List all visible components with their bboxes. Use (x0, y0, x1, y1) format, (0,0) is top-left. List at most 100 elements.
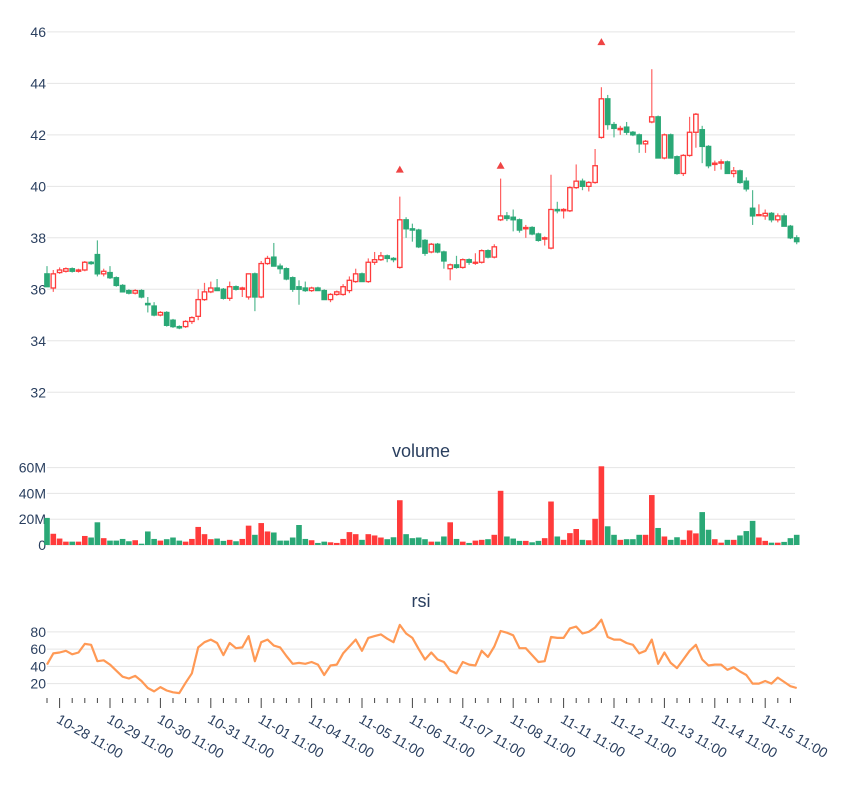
candle-decreasing (466, 258, 472, 265)
candle-body (548, 208, 554, 249)
candle-body (705, 145, 712, 167)
volume-bar (460, 541, 466, 545)
candle-body (415, 229, 422, 248)
candle-body (522, 226, 529, 230)
volume-bar (384, 539, 390, 545)
candle-body (611, 123, 617, 130)
volume-bar (233, 541, 239, 545)
candle-decreasing (737, 169, 743, 184)
rsi-tick-label: 20 (30, 676, 46, 692)
candle-decreasing (170, 318, 176, 328)
candle-body (592, 165, 598, 184)
volume-bar (510, 538, 516, 545)
volume-bar (567, 533, 573, 545)
candle-body (195, 298, 202, 317)
volume-bar (680, 539, 687, 545)
candle-body (724, 161, 731, 175)
candle-body (466, 259, 472, 263)
candle-body (598, 98, 605, 139)
candle-body (239, 287, 246, 290)
candle-body (648, 116, 655, 123)
candle-body (630, 131, 636, 136)
volume-bar (302, 538, 309, 545)
volume-bar (119, 538, 126, 545)
volume-bar (264, 531, 271, 545)
candle-decreasing (384, 254, 391, 263)
candle-body (308, 287, 315, 292)
volume-bar (82, 535, 88, 545)
candle-decreasing (144, 297, 151, 313)
volume-bar (491, 534, 498, 545)
candle-decreasing (107, 266, 113, 279)
candle-increasing (693, 112, 699, 148)
candle-body (75, 269, 82, 272)
candle-body (787, 225, 794, 239)
candle-body (346, 279, 353, 292)
candle-body (623, 126, 630, 133)
candle-body (504, 215, 510, 220)
volume-bar (258, 523, 264, 545)
volume-bar (655, 527, 661, 545)
candle-increasing (378, 251, 384, 261)
candle-decreasing (630, 130, 636, 137)
candle-body (680, 154, 687, 175)
candle-body (434, 243, 441, 253)
candle-decreasing (535, 232, 542, 242)
candle-decreasing (749, 190, 756, 225)
volume-bar (529, 542, 535, 545)
candle-decreasing (119, 284, 126, 293)
volume-bar (793, 534, 800, 545)
candle-body (157, 311, 164, 316)
candle-body (189, 316, 195, 323)
candle-decreasing (270, 242, 277, 267)
volume-bar (724, 539, 731, 545)
candle-body (119, 284, 126, 293)
candle-body (132, 289, 139, 294)
volume-bar (327, 542, 334, 545)
volume-tick-label: 60M (19, 460, 46, 476)
volume-bar (781, 541, 787, 545)
volume-bar (334, 542, 340, 545)
candle-increasing (567, 186, 573, 213)
volume-bar (145, 531, 151, 545)
candle-decreasing (604, 94, 611, 130)
candle-decreasing (163, 311, 170, 327)
candle-increasing (648, 69, 655, 124)
candle-decreasing (277, 263, 283, 274)
volume-bar (674, 537, 680, 545)
candle-body (441, 251, 447, 262)
candle-body (762, 212, 769, 217)
volume-bar (485, 539, 491, 545)
candle-body (718, 161, 724, 164)
candle-decreasing (705, 145, 712, 169)
candle-increasing (226, 281, 233, 301)
candle-body (535, 233, 542, 242)
volume-bar (642, 534, 649, 545)
candle-decreasing (441, 250, 447, 269)
candle-body (176, 325, 183, 329)
volume-bar (453, 538, 460, 545)
candle-body (529, 226, 535, 235)
volume-bar (422, 539, 428, 545)
candle-increasing (617, 125, 624, 135)
volume-bar (661, 536, 668, 545)
candle-body (636, 134, 643, 145)
volume-bar (189, 538, 195, 545)
candle-body (207, 287, 214, 293)
candle-increasing (598, 87, 605, 139)
volume-bar (712, 539, 718, 545)
candle-decreasing (151, 302, 157, 317)
candle-body (138, 289, 145, 298)
candle-increasing (346, 276, 353, 294)
volume-bar (541, 538, 548, 545)
candle-decreasing (504, 212, 510, 222)
candle-decreasing (579, 178, 586, 191)
candle-body (693, 113, 699, 133)
volume-bar (756, 537, 762, 545)
candle-decreasing (403, 217, 409, 238)
volume-bar (208, 539, 214, 545)
candle-body (793, 237, 800, 243)
volume-bar (296, 525, 302, 545)
candle-body (560, 208, 567, 212)
candle-decreasing (422, 239, 428, 256)
